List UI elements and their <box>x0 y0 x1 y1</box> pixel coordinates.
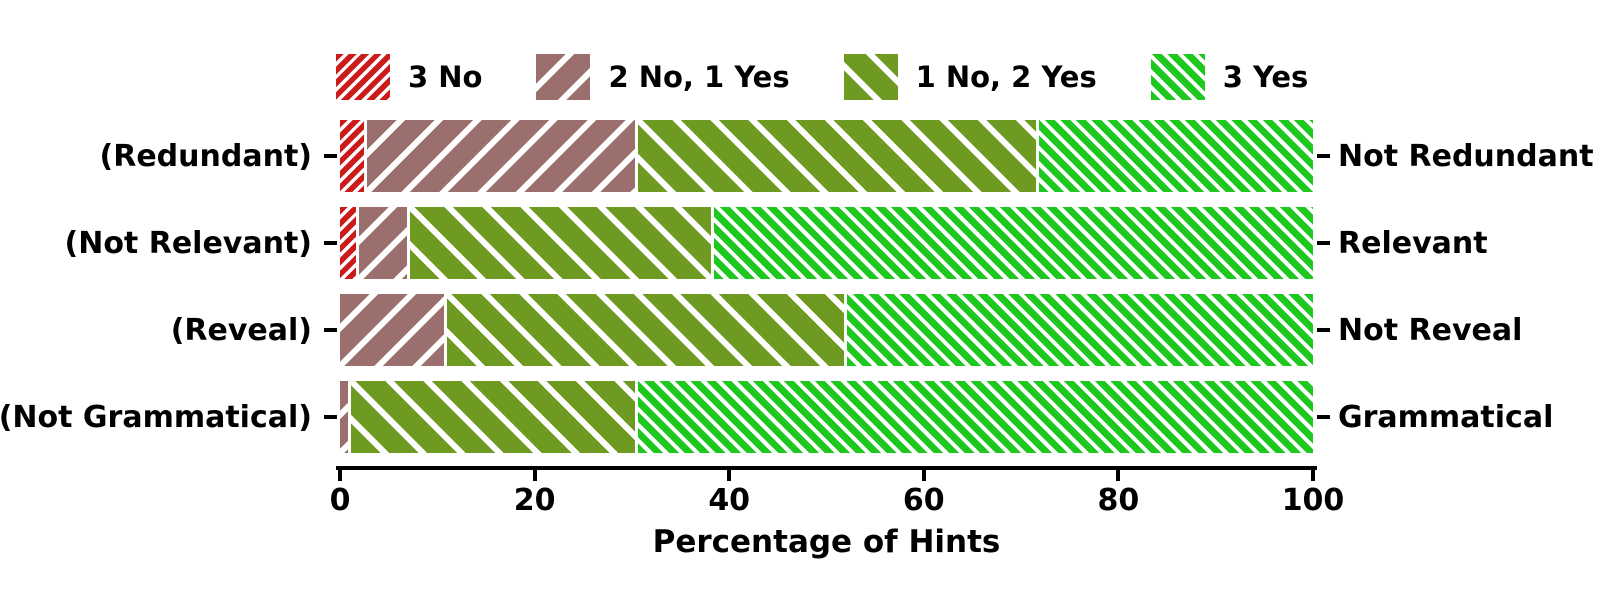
legend-swatch-3-no <box>336 54 390 100</box>
legend-label: 2 No, 1 Yes <box>608 60 790 94</box>
y-tick-right <box>1317 154 1330 158</box>
bar-segment-2-no-1-yes <box>340 381 348 453</box>
legend-swatch-2-no-1-yes <box>536 54 591 100</box>
bar-segment-1-no-2-yes <box>347 381 635 453</box>
legend-item-1-no-2-yes: 1 No, 2 Yes <box>843 54 1097 100</box>
x-tick-label: 0 <box>329 483 351 518</box>
bar-segment-1-no-2-yes <box>444 294 844 366</box>
legend-item-3-yes: 3 Yes <box>1150 54 1309 100</box>
x-tick <box>1116 470 1121 481</box>
row-label-left-reveal: (Reveal) <box>170 312 312 348</box>
row-label-left-not-relevant: (Not Relevant) <box>64 225 313 261</box>
legend-swatch-3-yes <box>1150 54 1205 100</box>
row-label-left-redundant: (Redundant) <box>99 138 312 174</box>
bar-row-reveal <box>340 294 1313 366</box>
x-tick <box>727 470 732 481</box>
row-label-left-not-grammatical: (Not Grammatical) <box>0 399 312 435</box>
bar-row-not-grammatical <box>340 381 1313 453</box>
legend-item-3-no: 3 No <box>336 54 482 100</box>
bar-segment-3-yes <box>634 381 1313 453</box>
row-label-right-grammatical: Grammatical <box>1338 399 1554 435</box>
x-axis-title: Percentage of Hints <box>652 524 1001 560</box>
bar-segment-2-no-1-yes <box>340 294 445 366</box>
bar-segment-3-no <box>340 207 356 279</box>
y-tick-left <box>324 154 337 158</box>
legend-label: 1 No, 2 Yes <box>915 60 1097 94</box>
x-tick-label: 40 <box>708 483 751 518</box>
bar-row-not-relevant <box>340 207 1313 279</box>
legend: 3 No 2 No, 1 Yes 1 No, 2 Yes 3 Yes <box>336 54 1308 100</box>
legend-label: 3 No <box>408 60 483 94</box>
x-tick <box>921 470 926 481</box>
legend-label: 3 Yes <box>1222 60 1309 94</box>
legend-item-2-no-1-yes: 2 No, 1 Yes <box>536 54 790 100</box>
row-label-right-not-redundant: Not Redundant <box>1338 138 1594 174</box>
y-tick-right <box>1317 328 1330 332</box>
x-tick <box>1311 470 1315 481</box>
x-axis: 0 20 40 60 80 100 <box>330 470 1344 530</box>
x-tick <box>338 470 342 481</box>
x-axis-line <box>336 466 1317 470</box>
x-tick-label: 80 <box>1097 483 1140 518</box>
y-tick-right <box>1317 241 1330 245</box>
x-tick-label: 100 <box>1281 483 1345 518</box>
row-label-right-relevant: Relevant <box>1338 225 1488 261</box>
bar-segment-1-no-2-yes <box>407 207 711 279</box>
legend-swatch-1-no-2-yes <box>843 54 898 100</box>
x-tick-label: 20 <box>513 483 556 518</box>
bar-segment-2-no-1-yes <box>364 120 635 192</box>
bar-segment-3-yes <box>710 207 1313 279</box>
bar-segment-3-yes <box>844 294 1313 366</box>
bar-segment-1-no-2-yes <box>634 120 1036 192</box>
x-tick-label: 60 <box>902 483 945 518</box>
bar-segment-2-no-1-yes <box>355 207 408 279</box>
y-tick-left <box>324 415 337 419</box>
y-tick-left <box>324 328 337 332</box>
bar-segment-3-no <box>340 120 365 192</box>
bar-segment-3-yes <box>1035 120 1313 192</box>
row-label-right-not-reveal: Not Reveal <box>1338 312 1523 348</box>
y-tick-right <box>1317 415 1330 419</box>
y-tick-left <box>324 241 337 245</box>
bar-row-redundant <box>340 120 1313 192</box>
x-tick <box>532 470 537 481</box>
